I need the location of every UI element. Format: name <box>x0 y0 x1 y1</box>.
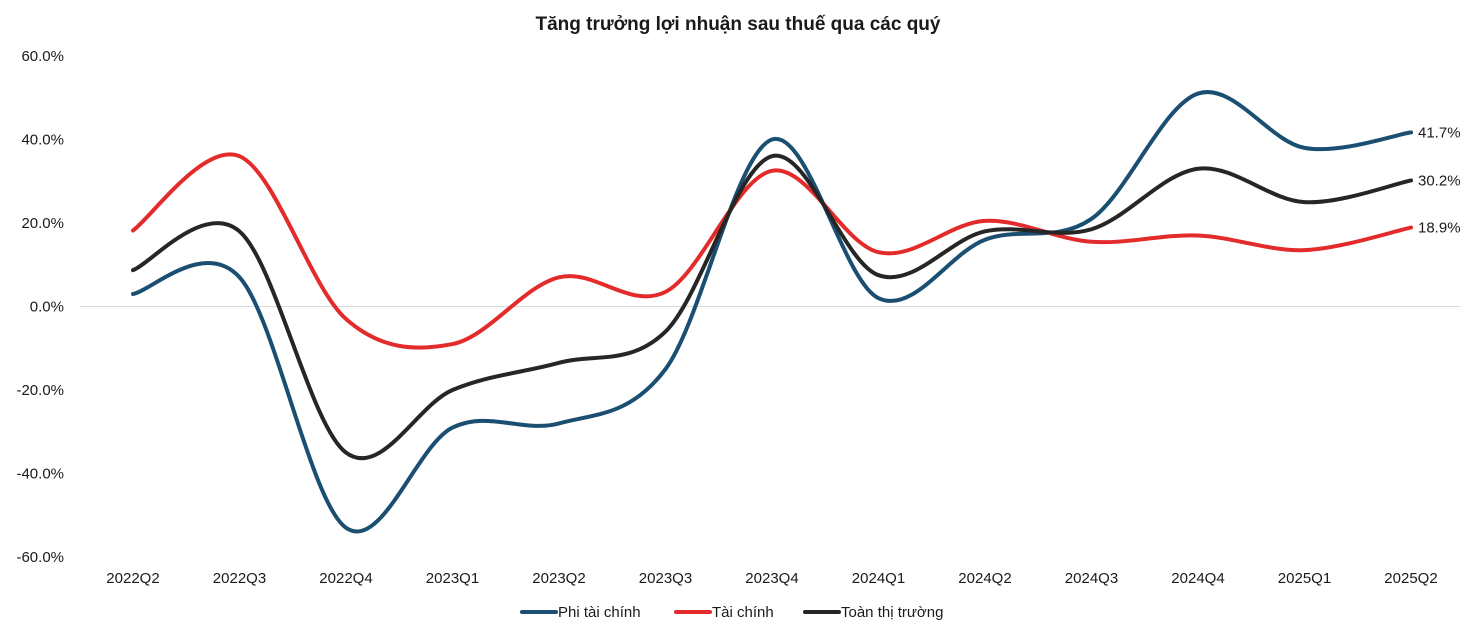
y-tick-label: -20.0% <box>16 382 64 399</box>
x-tick-label: 2024Q3 <box>1065 570 1118 587</box>
x-tick-label: 2022Q4 <box>319 570 372 587</box>
series-line-2 <box>131 152 1413 350</box>
x-tick-label: 2023Q2 <box>532 570 585 587</box>
x-tick-label: 2024Q1 <box>852 570 905 587</box>
y-tick-label: 40.0% <box>21 132 64 149</box>
y-tick-label: 20.0% <box>21 215 64 232</box>
x-tick-label: 2022Q3 <box>213 570 266 587</box>
legend-label: Toàn thị trường <box>841 604 943 621</box>
x-tick-label: 2025Q1 <box>1278 570 1331 587</box>
x-axis-labels: 2022Q2 2022Q3 2022Q4 2023Q1 2023Q2 2023Q3 2023… <box>106 570 1437 587</box>
x-tick-label: 2024Q2 <box>958 570 1011 587</box>
y-tick-label: -60.0% <box>16 549 64 566</box>
end-value-label: 30.2% <box>1418 172 1461 189</box>
series-lines <box>131 90 1413 534</box>
x-tick-label: 2023Q4 <box>745 570 798 587</box>
y-tick-label: 0.0% <box>30 299 64 316</box>
end-value-label: 18.9% <box>1418 220 1461 237</box>
series-line-3 <box>131 154 1413 461</box>
y-tick-label: 60.0% <box>21 48 64 65</box>
y-tick-label: -40.0% <box>16 466 64 483</box>
end-value-labels: 41.7% 18.9% 30.2% <box>1418 124 1461 236</box>
x-tick-label: 2023Q3 <box>639 570 692 587</box>
legend-label: Phi tài chính <box>558 604 641 621</box>
y-axis-labels: 60.0% 40.0% 20.0% 0.0% -20.0% -40.0% -60.0% <box>16 48 64 566</box>
series-line-1 <box>131 90 1413 534</box>
x-tick-label: 2024Q4 <box>1171 570 1224 587</box>
legend-label: Tài chính <box>712 604 774 621</box>
x-tick-label: 2023Q1 <box>426 570 479 587</box>
x-tick-label: 2025Q2 <box>1384 570 1437 587</box>
x-tick-label: 2022Q2 <box>106 570 159 587</box>
chart-title: Tăng trưởng lợi nhuận sau thuế qua các q… <box>536 14 941 35</box>
legend: Phi tài chính Tài chính Toàn thị trường <box>520 604 943 621</box>
end-value-label: 41.7% <box>1418 124 1461 141</box>
